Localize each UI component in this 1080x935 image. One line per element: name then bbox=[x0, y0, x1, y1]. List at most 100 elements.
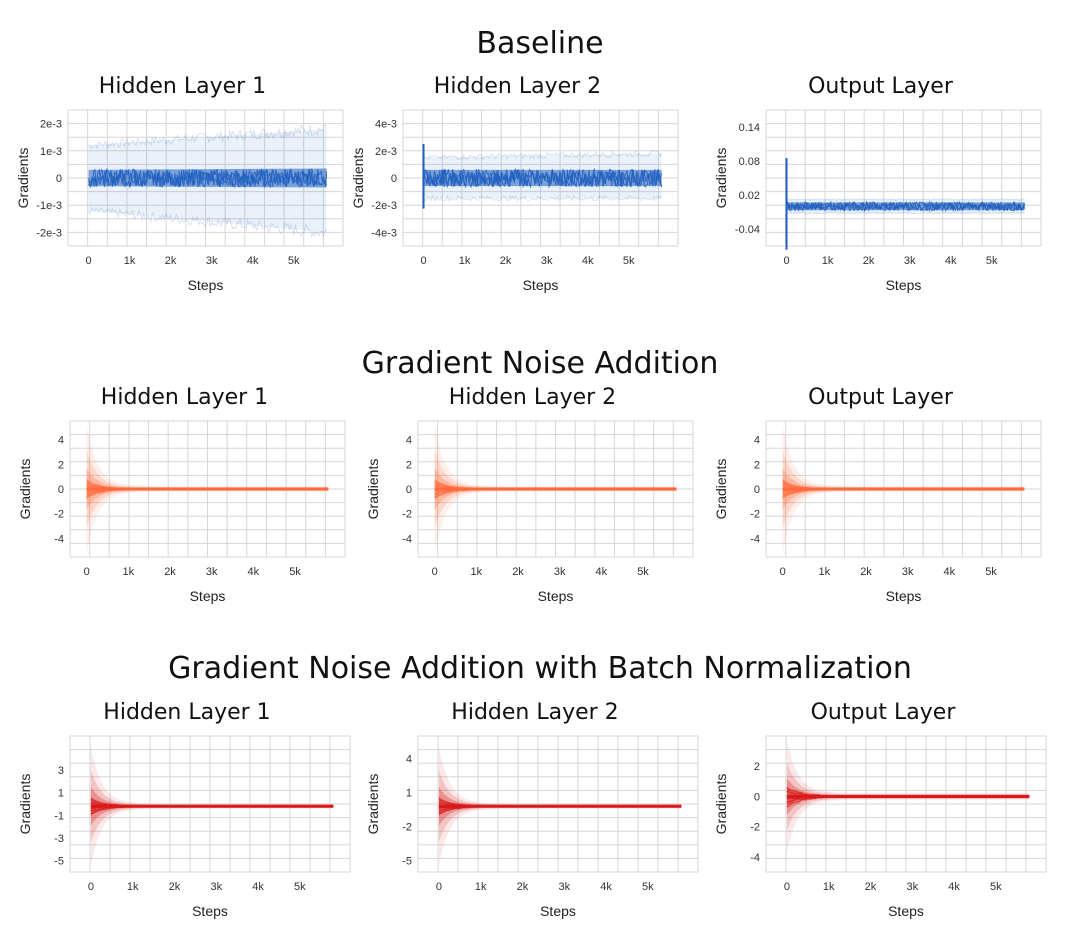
y-tick-label: 1 bbox=[58, 788, 64, 800]
chart-panel: Hidden Layer 1 3 1 -1 -3 -5 0 1k 2k 3k 4k 5k Steps G… bbox=[12, 700, 362, 930]
x-tick-label: 1k bbox=[822, 255, 834, 267]
y-tick-label: -4 bbox=[750, 533, 760, 545]
chart-title: Output Layer bbox=[808, 385, 953, 410]
y-axis-label: Gradients bbox=[17, 774, 33, 835]
gradient-band-edge bbox=[423, 194, 663, 203]
x-tick-label: 3k bbox=[554, 566, 566, 578]
y-tick-label: 4 bbox=[406, 754, 412, 766]
y-axis-label: Gradients bbox=[713, 148, 729, 209]
y-tick-label: 1e-3 bbox=[40, 146, 62, 158]
y-tick-label: 4 bbox=[58, 435, 64, 447]
chart-title: Output Layer bbox=[810, 700, 956, 725]
chart-title: Hidden Layer 1 bbox=[103, 700, 271, 725]
section-title-baseline: Baseline bbox=[476, 26, 604, 61]
x-tick-label: 3k bbox=[906, 881, 918, 893]
x-tick-label: 4k bbox=[600, 881, 612, 893]
chart-svg: 2 0 -2 -4 0 1k 2k 3k 4k 5k Steps Gradients bbox=[713, 735, 1047, 919]
y-tick-label: -5 bbox=[402, 856, 412, 868]
x-tick-label: 0 bbox=[432, 566, 438, 578]
chart-title: Output Layer bbox=[808, 74, 953, 99]
x-tick-label: 2k bbox=[164, 566, 176, 578]
chart-svg: 0.14 0.08 0.02 -0.04 0 1k 2k 3k 4k 5k Steps Gradien… bbox=[713, 109, 1042, 293]
y-tick-label: -2 bbox=[750, 509, 760, 521]
y-tick-label: -4 bbox=[750, 852, 760, 864]
x-tick-label: 2k bbox=[863, 255, 875, 267]
y-tick-label: -1 bbox=[54, 810, 64, 822]
x-tick-label: 5k bbox=[294, 881, 306, 893]
x-tick-label: 3k bbox=[558, 881, 570, 893]
y-tick-label: 0 bbox=[406, 484, 412, 496]
x-tick-label: 3k bbox=[904, 255, 916, 267]
y-tick-label: -2e-3 bbox=[36, 227, 62, 239]
x-tick-label: 0 bbox=[88, 881, 94, 893]
chart-svg: 4 2 0 -2 -4 0 1k 2k 3k 4k 5k Steps Gradients bbox=[17, 420, 346, 604]
y-tick-label: 2 bbox=[58, 459, 64, 471]
x-tick-label: 3k bbox=[206, 255, 218, 267]
y-tick-label: -4e-3 bbox=[371, 227, 397, 239]
x-axis-label: Steps bbox=[190, 588, 226, 604]
x-tick-label: 1k bbox=[819, 566, 831, 578]
x-tick-label: 0 bbox=[84, 566, 90, 578]
x-tick-label: 5k bbox=[623, 255, 635, 267]
x-axis-label: Steps bbox=[886, 588, 922, 604]
y-axis-label: Gradients bbox=[17, 459, 33, 520]
y-tick-label: 0 bbox=[58, 484, 64, 496]
x-tick-label: 0 bbox=[85, 255, 91, 267]
chart-svg: 4 2 0 -2 -4 0 1k 2k 3k 4k 5k Steps Gradients bbox=[365, 420, 694, 604]
x-tick-label: 5k bbox=[985, 566, 997, 578]
section-title-noise: Gradient Noise Addition bbox=[361, 346, 719, 381]
chart-title: Hidden Layer 1 bbox=[98, 74, 267, 99]
x-tick-label: 2k bbox=[860, 566, 872, 578]
y-tick-label: 4 bbox=[754, 435, 760, 447]
x-tick-label: 0 bbox=[784, 881, 790, 893]
gradient-line bbox=[88, 168, 328, 189]
x-tick-label: 4k bbox=[945, 255, 957, 267]
chart-svg: 4 1 -2 -5 0 1k 2k 3k 4k 5k Steps Gradients bbox=[365, 735, 699, 919]
y-tick-label: 3 bbox=[58, 765, 64, 777]
y-tick-label: -5 bbox=[54, 856, 64, 868]
y-tick-label: 0.14 bbox=[739, 122, 760, 134]
x-tick-label: 2k bbox=[500, 255, 512, 267]
chart-panel: Hidden Layer 1 4 2 0 -2 -4 0 1k 2k 3k 4k 5k Steps Gr… bbox=[12, 385, 357, 615]
x-tick-label: 4k bbox=[948, 881, 960, 893]
x-tick-label: 1k bbox=[123, 566, 135, 578]
x-tick-label: 3k bbox=[210, 881, 222, 893]
chart-svg: 3 1 -1 -3 -5 0 1k 2k 3k 4k 5k Steps Gradients bbox=[17, 735, 351, 919]
y-tick-label: -1e-3 bbox=[36, 200, 62, 212]
y-tick-label: -0.04 bbox=[735, 224, 760, 236]
y-tick-label: 4 bbox=[406, 435, 412, 447]
x-tick-label: 3k bbox=[902, 566, 914, 578]
chart-svg: 2e-3 1e-3 0 -1e-3 -2e-3 0 1k 2k 3k 4k 5k Steps Gradi… bbox=[15, 109, 344, 293]
y-axis-label: Gradients bbox=[365, 459, 381, 520]
x-tick-label: 4k bbox=[248, 566, 260, 578]
y-tick-label: -2 bbox=[402, 509, 412, 521]
y-tick-label: -2e-3 bbox=[371, 200, 397, 212]
x-tick-label: 0 bbox=[436, 881, 442, 893]
section-title-noise-bn: Gradient Noise Addition with Batch Norma… bbox=[168, 651, 912, 686]
x-axis-label: Steps bbox=[886, 277, 922, 293]
y-tick-label: 2e-3 bbox=[375, 146, 397, 158]
x-axis-label: Steps bbox=[188, 277, 224, 293]
y-tick-label: 1 bbox=[406, 788, 412, 800]
y-tick-label: 0.08 bbox=[739, 156, 760, 168]
x-tick-label: 5k bbox=[289, 566, 301, 578]
x-tick-label: 0 bbox=[420, 255, 426, 267]
x-tick-label: 5k bbox=[642, 881, 654, 893]
x-tick-label: 1k bbox=[459, 255, 471, 267]
x-tick-label: 5k bbox=[288, 255, 300, 267]
x-tick-label: 5k bbox=[986, 255, 998, 267]
y-tick-label: -2 bbox=[402, 822, 412, 834]
x-tick-label: 4k bbox=[944, 566, 956, 578]
gradient-band-edge bbox=[423, 150, 663, 161]
y-tick-label: 2e-3 bbox=[40, 119, 62, 131]
chart-panel: Output Layer 4 2 0 -2 -4 0 1k 2k 3k 4k 5k Steps Grad… bbox=[708, 385, 1053, 615]
x-axis-label: Steps bbox=[888, 903, 924, 919]
chart-title: Hidden Layer 2 bbox=[451, 700, 619, 725]
y-tick-label: 0 bbox=[56, 173, 62, 185]
x-tick-label: 4k bbox=[596, 566, 608, 578]
chart-panel: Output Layer 2 0 -2 -4 0 1k 2k 3k 4k 5k Steps Gradi… bbox=[708, 700, 1058, 930]
gradient-band-edge bbox=[786, 211, 1025, 215]
y-tick-label: 0 bbox=[754, 791, 760, 803]
chart-panel: Hidden Layer 2 4 2 0 -2 -4 0 1k 2k 3k 4k 5k Steps Gr… bbox=[360, 385, 705, 615]
x-axis-label: Steps bbox=[538, 588, 574, 604]
